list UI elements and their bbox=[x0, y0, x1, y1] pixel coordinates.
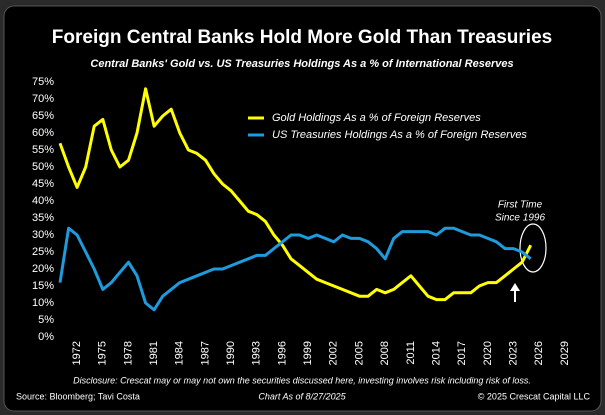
x-tick-label: 1972 bbox=[71, 341, 83, 365]
source: Source: Bloomberg; Tavi Costa bbox=[16, 391, 140, 401]
y-tick-label: 25% bbox=[32, 246, 54, 258]
x-tick-label: 1990 bbox=[225, 341, 237, 365]
x-tick-label: 2005 bbox=[353, 341, 365, 365]
annotation: Since 1996 bbox=[495, 213, 545, 224]
x-tick-label: 1987 bbox=[199, 341, 211, 365]
y-tick-label: 65% bbox=[32, 110, 54, 122]
y-tick-label: 60% bbox=[32, 127, 54, 139]
chart-title: Foreign Central Banks Hold More Gold Tha… bbox=[52, 27, 552, 48]
y-tick-label: 45% bbox=[32, 178, 54, 190]
copyright: © 2025 Crescat Capital LLC bbox=[478, 391, 591, 401]
annotation: First Time bbox=[498, 200, 543, 211]
y-tick-label: 10% bbox=[32, 297, 54, 309]
y-tick-label: 30% bbox=[32, 229, 54, 241]
chart-subtitle: Central Banks' Gold vs. US Treasuries Ho… bbox=[90, 58, 513, 70]
legend-label: Gold Holdings As a % of Foreign Reserves bbox=[272, 112, 481, 124]
x-tick-label: 2023 bbox=[507, 341, 519, 365]
x-tick-label: 2029 bbox=[559, 341, 571, 365]
x-tick-label: 1999 bbox=[302, 341, 314, 365]
series-line bbox=[58, 226, 532, 312]
x-tick-label: 2011 bbox=[405, 341, 417, 365]
y-tick-label: 70% bbox=[32, 93, 54, 105]
y-tick-label: 20% bbox=[32, 263, 54, 275]
x-tick-label: 1993 bbox=[251, 341, 263, 365]
y-tick-label: 5% bbox=[38, 314, 54, 326]
x-tick-label: 1996 bbox=[276, 341, 288, 365]
x-tick-label: 2002 bbox=[328, 341, 340, 365]
x-tick-label: 1984 bbox=[174, 341, 186, 365]
x-tick-label: 2026 bbox=[533, 341, 545, 365]
y-tick-label: 75% bbox=[32, 76, 54, 88]
y-tick-label: 0% bbox=[38, 331, 54, 343]
x-tick-label: 1981 bbox=[148, 341, 160, 365]
x-tick-label: 2017 bbox=[456, 341, 468, 365]
x-tick-label: 2008 bbox=[379, 341, 391, 365]
y-tick-label: 50% bbox=[32, 161, 54, 173]
highlight-ellipse bbox=[519, 223, 547, 273]
y-tick-label: 15% bbox=[32, 280, 54, 292]
chart-date: Chart As of 8/27/2025 bbox=[258, 391, 346, 401]
arrow-head bbox=[510, 283, 520, 291]
x-tick-label: 2020 bbox=[482, 341, 494, 365]
x-tick-label: 1975 bbox=[97, 341, 109, 365]
y-tick-label: 35% bbox=[32, 212, 54, 224]
y-tick-label: 40% bbox=[32, 195, 54, 207]
legend-label: US Treasuries Holdings As a % of Foreign… bbox=[272, 129, 527, 141]
disclosure: Disclosure: Crescat may or may not own t… bbox=[73, 375, 531, 385]
series-line bbox=[58, 87, 533, 302]
y-tick-label: 55% bbox=[32, 144, 54, 156]
x-tick-label: 1978 bbox=[122, 341, 134, 365]
x-tick-label: 2014 bbox=[430, 341, 442, 365]
